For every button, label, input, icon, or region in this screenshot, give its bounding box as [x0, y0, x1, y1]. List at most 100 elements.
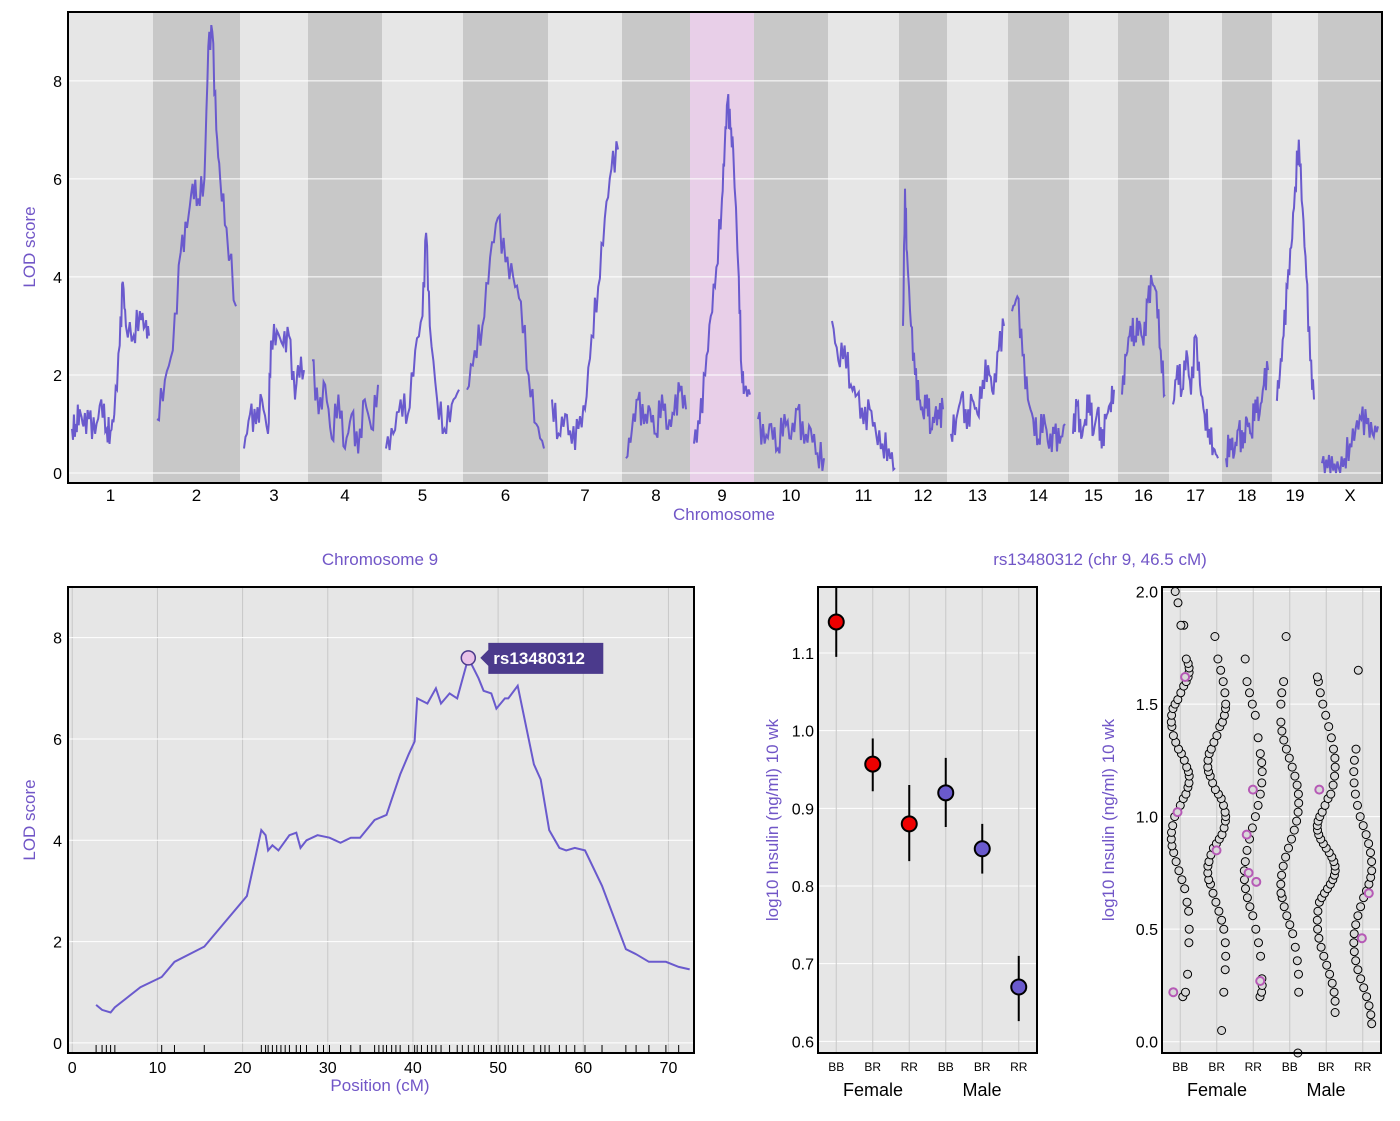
phenotype-point — [1257, 758, 1267, 768]
phenotype-point — [1256, 951, 1266, 961]
phenotype-point — [1287, 762, 1297, 772]
lod-curve-chr16 — [1121, 274, 1166, 399]
pheno-category-label: RR — [1354, 1060, 1372, 1074]
effect-ytick-label: 0.6 — [792, 1034, 814, 1051]
pheno-ytick-label: 0.5 — [1136, 922, 1158, 939]
phenotype-point-highlight — [1255, 976, 1266, 986]
phenotype-point — [1312, 672, 1322, 682]
phenotype-point — [1253, 733, 1263, 743]
phenotype-point — [1282, 911, 1292, 921]
phenotype-point — [1251, 924, 1261, 934]
phenotype-point — [1212, 731, 1222, 741]
effect-background — [818, 587, 1037, 1053]
pheno-frame — [1161, 586, 1382, 1054]
marker-title: rs13480312 (chr 9, 46.5 cM) — [993, 550, 1207, 569]
pheno-category-label: BB — [1172, 1060, 1188, 1074]
lod-curve-chrX — [1321, 406, 1379, 474]
phenotype-point — [1367, 1019, 1377, 1029]
effect-male-label: Male — [962, 1080, 1001, 1100]
phenotype-point — [1176, 620, 1186, 630]
chromosome-label-14: 14 — [1029, 486, 1048, 505]
effect-category-label: RR — [901, 1060, 919, 1074]
chromosome-label-16: 16 — [1134, 486, 1153, 505]
phenotype-point — [1330, 762, 1340, 772]
lod-curve-chr6 — [466, 212, 545, 449]
phenotype-point-highlight — [1211, 845, 1222, 856]
phenotype-point — [1353, 665, 1363, 675]
phenotype-point — [1239, 875, 1249, 885]
phenotype-point — [1254, 938, 1263, 948]
lod-curve-chr13 — [950, 318, 1005, 442]
phenotype-point — [1293, 789, 1303, 799]
phenotype-point — [1210, 632, 1220, 641]
phenotype-point — [1218, 677, 1228, 687]
phenotype-point — [1292, 816, 1302, 826]
chr-xtick-label: 0 — [68, 1060, 77, 1077]
phenotype-point — [1277, 726, 1287, 736]
chromosome-band-5 — [382, 12, 463, 483]
lod-curve-chr1 — [71, 281, 150, 444]
phenotype-point-highlight — [1363, 888, 1374, 899]
lod-curve-chr17 — [1172, 333, 1219, 459]
phenotype-point — [1349, 929, 1359, 939]
effect-female-label: Female — [843, 1080, 903, 1100]
chr-xtick-label: 10 — [149, 1060, 167, 1077]
chromosome-band-11 — [828, 12, 899, 483]
genome-ytick-label: 2 — [53, 368, 62, 385]
phenotype-point — [1281, 744, 1291, 754]
pheno-category-label: BR — [1208, 1060, 1225, 1074]
phenotype-point — [1281, 852, 1291, 862]
phenotype-point — [1208, 888, 1218, 898]
phenotype-point — [1321, 710, 1331, 720]
phenotype-point — [1330, 753, 1340, 763]
phenotype-point — [1367, 866, 1377, 876]
phenotype-point — [1288, 929, 1298, 939]
phenotype-point — [1170, 587, 1180, 596]
phenotype-point — [1330, 771, 1340, 781]
chromosome-band-7 — [548, 12, 622, 483]
phenotype-point-highlight — [1241, 829, 1252, 840]
phenotype-point — [1279, 735, 1289, 745]
chromosome-band-10 — [754, 12, 828, 483]
pheno-ytick-label: 2.0 — [1136, 585, 1158, 602]
phenotype-point — [1221, 951, 1231, 961]
phenotype-point — [1315, 688, 1325, 698]
phenotype-point — [1362, 992, 1372, 1002]
phenotype-point — [1351, 956, 1361, 966]
effect-ytick-label: 1.1 — [792, 646, 814, 663]
phenotype-point — [1182, 897, 1192, 907]
phenotype-point — [1356, 902, 1366, 912]
phenotype-point — [1247, 823, 1257, 833]
lod-curve-chr9 — [693, 93, 751, 444]
phenotype-point — [1293, 807, 1303, 817]
phenotype-point — [1219, 924, 1229, 934]
chr-ytick-label: 6 — [53, 732, 62, 749]
chromosome-label-3: 3 — [269, 486, 278, 505]
phenotype-point — [1355, 812, 1365, 822]
phenotype-point — [1328, 780, 1338, 790]
phenotype-point — [1253, 800, 1263, 810]
pheno-female-label: Female — [1187, 1080, 1247, 1100]
phenotype-point — [1245, 902, 1255, 912]
phenotype-point — [1248, 911, 1258, 921]
chromosome-band-19 — [1272, 12, 1318, 483]
chromosome-band-1 — [68, 12, 153, 483]
effect-mean-point — [827, 613, 845, 631]
phenotype-point-highlight — [1168, 987, 1179, 998]
phenotype-point — [1353, 911, 1363, 921]
chromosome-label-1: 1 — [106, 486, 115, 505]
phenotype-point — [1184, 924, 1194, 934]
genome-xlabel: Chromosome — [673, 505, 775, 524]
lod-curve-chr5 — [385, 232, 460, 451]
phenotype-point — [1326, 789, 1336, 799]
chr-ytick-label: 2 — [53, 935, 62, 952]
phenotype-point — [1247, 699, 1257, 709]
lod-curve-chr10 — [757, 403, 825, 471]
chromosome-label-X: X — [1344, 486, 1355, 505]
genome-frame — [67, 11, 1383, 484]
phenotype-point — [1326, 733, 1336, 743]
phenotype-point — [1319, 951, 1329, 961]
phenotype-point — [1255, 789, 1265, 799]
phenotype-point — [1250, 710, 1260, 720]
